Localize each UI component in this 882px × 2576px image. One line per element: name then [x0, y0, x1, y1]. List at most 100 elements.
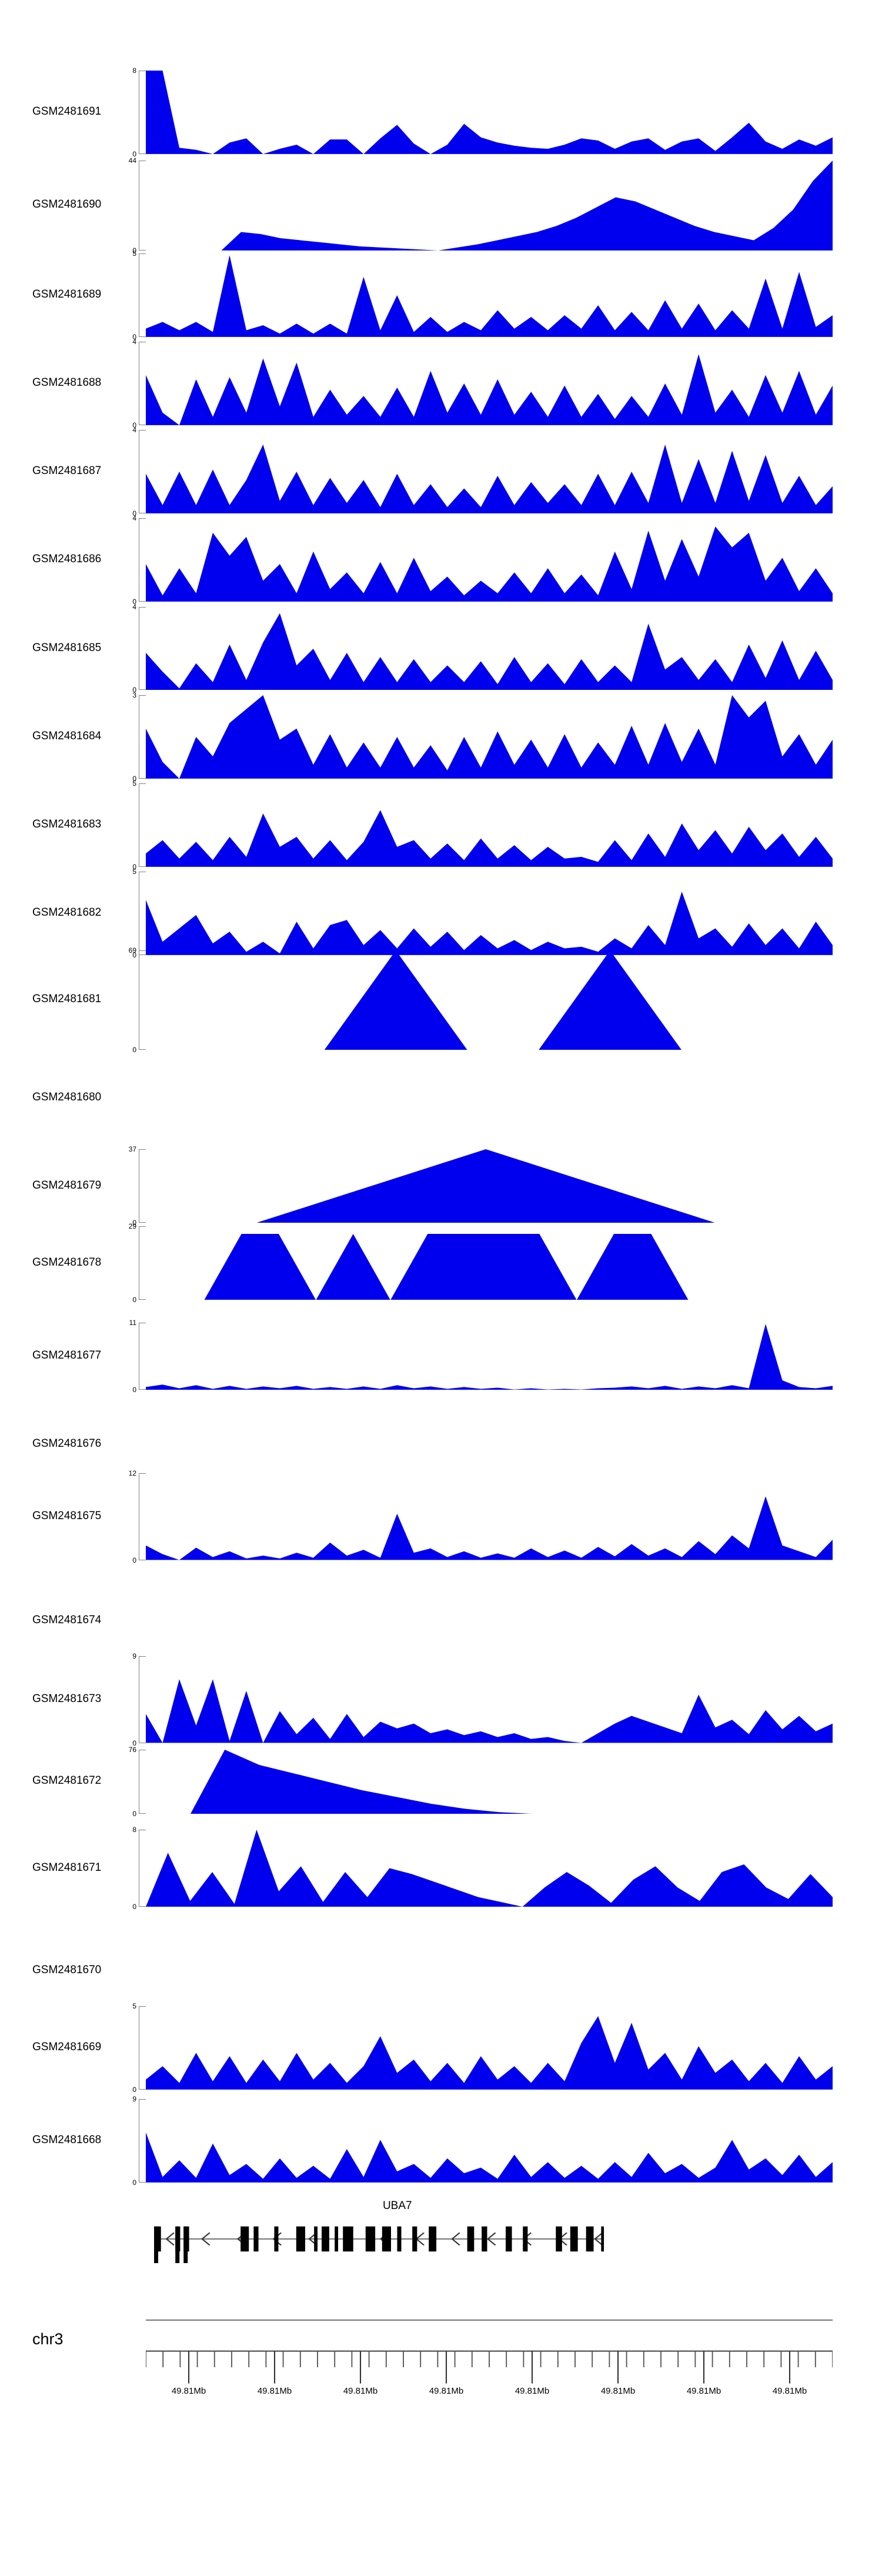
genome-coordinate-axis[interactable]: [146, 2316, 833, 2384]
track-label-GSM2481687[interactable]: GSM2481687: [32, 465, 102, 478]
y-axis-max-label: 11: [129, 1318, 136, 1327]
track-label-GSM2481677[interactable]: GSM2481677: [32, 1349, 102, 1362]
y-axis-min-label: 0: [132, 1903, 136, 1911]
coverage-plot-GSM2481688[interactable]: [146, 342, 833, 426]
track-label-GSM2481668[interactable]: GSM2481668: [32, 2134, 102, 2147]
exon-box: [240, 2226, 249, 2252]
track-label-GSM2481685[interactable]: GSM2481685: [32, 641, 102, 654]
coverage-plot-GSM2481668[interactable]: [146, 2099, 833, 2183]
y-axis-max-label: 5: [132, 867, 136, 876]
coverage-track: GSM2481682 5 0: [0, 868, 882, 959]
coverage-plot-GSM2481690[interactable]: [146, 160, 833, 251]
coverage-area: [324, 950, 682, 1050]
y-axis-min-label: 0: [132, 421, 136, 430]
coverage-plot-GSM2481669[interactable]: [146, 2006, 833, 2090]
track-label-GSM2481689[interactable]: GSM2481689: [32, 288, 102, 301]
coverage-plot-GSM2481689[interactable]: [146, 253, 833, 338]
y-axis-min-label: 0: [132, 1739, 136, 1747]
y-axis-min-label: 0: [132, 1556, 136, 1564]
y-axis: 12 0: [129, 1470, 147, 1564]
coverage-plot-GSM2481682[interactable]: [146, 872, 833, 955]
coverage-area: [146, 1496, 833, 1560]
coverage-track: GSM2481669 5 0: [0, 2003, 882, 2094]
y-axis-min-label: 0: [132, 509, 136, 518]
track-label-GSM2481680[interactable]: GSM2481680: [32, 1090, 102, 1103]
strand-arrow-icon: [272, 2232, 282, 2246]
y-axis-min-label: 0: [132, 774, 136, 783]
y-axis-max-label: 12: [128, 1469, 136, 1478]
y-axis-max-label: 9: [132, 1652, 136, 1661]
gene-name-label: UBA7: [382, 2199, 412, 2212]
coverage-plot-GSM2481672[interactable]: [146, 1749, 833, 1814]
coverage-plot-GSM2481677[interactable]: [146, 1323, 833, 1390]
y-axis-max-label: 5: [132, 249, 136, 258]
utr-box: [183, 2226, 188, 2263]
strand-arrow-icon: [486, 2232, 496, 2246]
track-label-GSM2481682[interactable]: GSM2481682: [32, 906, 102, 919]
track-label-GSM2481676[interactable]: GSM2481676: [32, 1437, 102, 1450]
track-label-GSM2481675[interactable]: GSM2481675: [32, 1509, 102, 1522]
strand-arrow-icon: [165, 2232, 175, 2246]
exon-box: [506, 2226, 512, 2252]
track-label-GSM2481683[interactable]: GSM2481683: [32, 817, 102, 830]
coverage-track: GSM2481678 29 0: [0, 1223, 882, 1303]
coverage-track: GSM2481684 3 0: [0, 692, 882, 783]
coverage-track: GSM2481668 9 0: [0, 2095, 882, 2186]
y-axis-max-label: 4: [132, 602, 136, 611]
y-axis-min-label: 0: [132, 598, 136, 606]
coverage-track: GSM2481683 5 0: [0, 780, 882, 870]
track-label-GSM2481686[interactable]: GSM2481686: [32, 553, 102, 566]
track-label-GSM2481678[interactable]: GSM2481678: [32, 1256, 102, 1269]
track-label-GSM2481672[interactable]: GSM2481672: [32, 1774, 102, 1787]
track-label-GSM2481681[interactable]: GSM2481681: [32, 993, 102, 1006]
coverage-plot-GSM2481678[interactable]: [146, 1226, 833, 1300]
track-label-GSM2481674[interactable]: GSM2481674: [32, 1614, 102, 1627]
coverage-plot-GSM2481685[interactable]: [146, 607, 833, 690]
utr-box: [175, 2226, 180, 2263]
coverage-plot-GSM2481684[interactable]: [146, 695, 833, 779]
y-axis-min-label: 0: [132, 2086, 136, 2094]
track-label-GSM2481691[interactable]: GSM2481691: [32, 105, 102, 118]
track-label-GSM2481690[interactable]: GSM2481690: [32, 198, 102, 211]
coverage-plot-GSM2481679[interactable]: [146, 1149, 833, 1223]
coverage-track: GSM2481679 37 0: [0, 1146, 882, 1226]
coverage-area: [146, 2016, 833, 2090]
coverage-plot-GSM2481681[interactable]: [146, 950, 833, 1050]
coverage-plot-GSM2481683[interactable]: [146, 783, 833, 867]
y-axis: 69 0: [129, 947, 147, 1053]
y-axis: 76 0: [129, 1746, 147, 1817]
exon-box: [335, 2226, 339, 2252]
coverage-plot-GSM2481686[interactable]: [146, 518, 833, 602]
coverage-area: [146, 2133, 833, 2183]
coverage-track: GSM2481688 4 0: [0, 338, 882, 429]
y-axis: 37 0: [129, 1146, 147, 1226]
exon-box: [253, 2226, 259, 2252]
track-label-GSM2481673[interactable]: GSM2481673: [32, 1692, 102, 1705]
track-label-GSM2481679[interactable]: GSM2481679: [32, 1179, 102, 1192]
coverage-area: [190, 1749, 534, 1814]
coverage-plot-GSM2481691[interactable]: [146, 71, 833, 154]
coverage-area: [204, 1233, 689, 1300]
coverage-plot-GSM2481671[interactable]: [146, 1830, 833, 1907]
coverage-area: [255, 1149, 716, 1223]
exon-box: [570, 2226, 578, 2252]
y-axis-min-label: 0: [132, 149, 136, 158]
coverage-plot-GSM2481675[interactable]: [146, 1473, 833, 1560]
gene-model-track[interactable]: [146, 2215, 833, 2263]
track-label-GSM2481671[interactable]: GSM2481671: [32, 1861, 102, 1874]
y-axis-max-label: 44: [128, 156, 136, 165]
track-label-GSM2481670[interactable]: GSM2481670: [32, 1964, 102, 1977]
coverage-plot-GSM2481687[interactable]: [146, 430, 833, 514]
track-label-GSM2481684[interactable]: GSM2481684: [32, 729, 102, 742]
y-axis-max-label: 9: [132, 2095, 136, 2104]
track-label-GSM2481688[interactable]: GSM2481688: [32, 376, 102, 389]
track-label-GSM2481669[interactable]: GSM2481669: [32, 2041, 102, 2054]
coverage-plot-GSM2481673[interactable]: [146, 1656, 833, 1743]
strand-arrow-icon: [594, 2232, 603, 2246]
